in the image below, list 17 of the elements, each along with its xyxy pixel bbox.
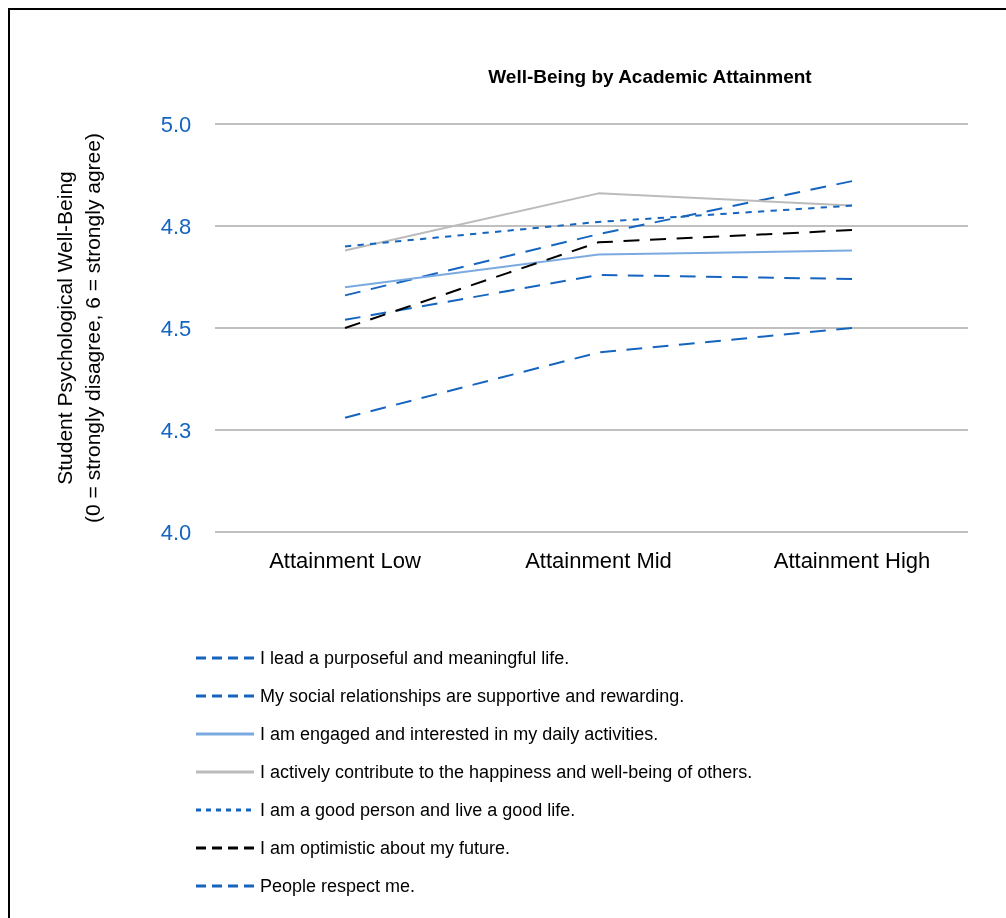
y-tick-label: 4.5 xyxy=(160,315,192,341)
legend-label: People respect me. xyxy=(260,876,416,897)
legend-label: I actively contribute to the happiness and well-being of others. xyxy=(260,762,753,783)
x-tick-label: Attainment Low xyxy=(269,548,421,573)
legend-label: I am a good person and live a good life. xyxy=(260,800,576,821)
y-axis-title: Student Psychological Well-Being (0 = strongly disagree, 6 = strongly agree) xyxy=(53,133,104,523)
chart-title: Well-Being by Academic Attainment xyxy=(488,66,813,87)
y-tick-label: 5.0 xyxy=(160,111,192,137)
legend-label: I am engaged and interested in my daily activities. xyxy=(260,724,659,745)
legend-label: I lead a purposeful and meaningful life. xyxy=(260,648,570,669)
y-tick-label: 4.3 xyxy=(160,417,192,443)
y-tick-label: 4.0 xyxy=(160,519,192,545)
x-tick-label: Attainment High xyxy=(773,548,931,573)
legend-label: I am optimistic about my future. xyxy=(260,838,511,859)
legend-label: My social relationships are supportive and rewarding. xyxy=(260,686,685,707)
x-tick-label: Attainment Mid xyxy=(525,548,672,573)
y-tick-label: 4.8 xyxy=(160,213,192,239)
